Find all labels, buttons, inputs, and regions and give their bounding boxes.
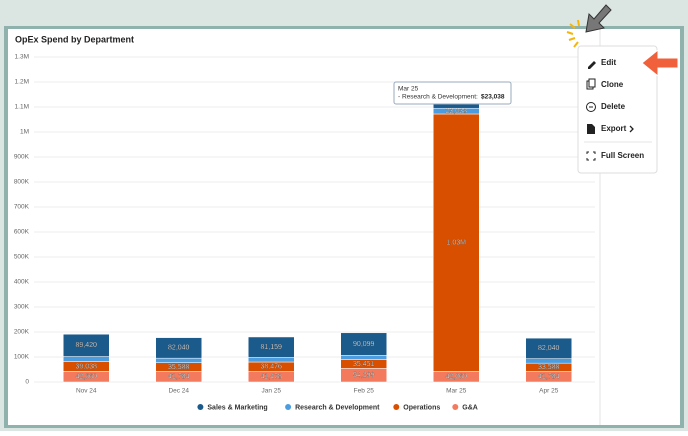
value-label: 33,588 [538,364,560,371]
value-label: 39,038 [76,363,98,370]
value-label: 82,040 [168,345,190,352]
menu-item[interactable]: Export [587,124,634,134]
menu-item[interactable]: Full Screen [586,151,644,161]
x-tick-label: Dec 24 [168,388,189,395]
bar-segment [525,358,572,364]
value-label: 1.03M [447,240,467,247]
x-tick-label: Feb 25 [354,388,375,395]
fullscreen-icon [586,151,596,161]
context-menu: Edit Clone Delete Export Full Screen [577,45,658,174]
bar-segment [340,355,387,360]
value-label: 82,040 [538,345,560,352]
value-label: 35,451 [353,361,375,368]
cursor-arrow [585,4,612,33]
value-label: 41,784 [168,374,190,381]
legend-marker [393,404,400,410]
legend-marker [197,404,204,410]
y-tick-label: 600K [14,229,30,236]
export-icon [587,124,595,134]
x-tick-label: Mar 25 [446,388,467,395]
value-label: 35,588 [168,364,190,371]
bar-segment [525,337,572,359]
legend-marker [452,404,459,410]
tooltip-value: $23,038 [481,94,505,101]
menu-label[interactable]: Clone [601,80,624,89]
bar-segment [248,357,295,363]
y-tick-label: 1.3M [15,54,29,61]
value-label: 42,660 [76,374,98,381]
bar-segment [63,356,110,362]
x-tick-label: Apr 25 [539,388,559,395]
menu-label[interactable]: Export [601,124,627,133]
menu-box [577,45,658,174]
sparks [566,19,580,48]
value-label: 42,060 [446,374,468,381]
chart-title: OpEx Spend by Department [15,34,134,44]
y-tick-label: 1.2M [15,79,29,86]
y-tick-label: 100K [14,354,30,361]
y-tick-label: 0 [25,379,29,386]
plot: 0 100K 200K 300K 400K 500K 600K 700K 800K 900K 1M 1… [14,54,595,411]
tooltip-title: Mar 25 [398,86,419,93]
bar-segment [433,113,480,372]
menu-label[interactable]: Full Screen [601,151,644,160]
menu-item[interactable]: Clone [586,78,624,90]
y-tick-label: 1M [20,129,29,136]
value-label: 89,420 [76,342,98,349]
value-label: 41,478 [261,374,283,381]
x-tick-label: Jan 25 [261,388,281,395]
delete-icon [586,102,596,112]
x-tick-label: Nov 24 [76,388,97,395]
legend-label: Sales & Marketing [207,404,267,411]
legend-marker [285,404,292,410]
pointer-arrow [641,48,679,78]
cursor [566,4,612,48]
chevron [629,125,634,133]
value-label: 41,784 [538,374,560,381]
legend-label: Research & Development [295,404,380,411]
bar-segment [248,336,295,358]
bar-segment [340,332,387,356]
value-label: 38,476 [261,364,283,371]
y-tick-label: 800K [14,179,30,186]
value-label: 54,299 [353,372,375,379]
edit-icon [588,61,596,69]
menu-label[interactable]: Delete [601,102,626,111]
clone-icon [588,78,596,88]
y-tick-label: 300K [14,304,30,311]
y-tick-label: 200K [14,329,30,336]
bar-segment [155,337,202,359]
value-label: 23,038 [446,108,468,115]
menu-label[interactable]: Edit [601,58,616,67]
menu-item[interactable]: Edit [588,58,616,69]
y-tick-label: 900K [14,154,30,161]
y-tick-label: 500K [14,254,30,261]
bar-segment [63,333,110,357]
legend-label: G&A [462,404,478,411]
legend-label: Operations [403,404,440,411]
tooltip: Mar 25 - Research & Development: $23,038 [393,81,512,105]
y-tick-label: 400K [14,279,30,286]
tooltip-label: - Research & Development: [398,94,478,101]
bar-segment [155,357,202,363]
value-label: 81,159 [261,344,283,351]
y-tick-label: 700K [14,204,30,211]
tooltip-box [393,81,512,105]
y-tick-label: 1.1M [15,104,29,111]
menu-item[interactable]: Delete [586,102,626,112]
value-label: 90,099 [353,341,375,348]
